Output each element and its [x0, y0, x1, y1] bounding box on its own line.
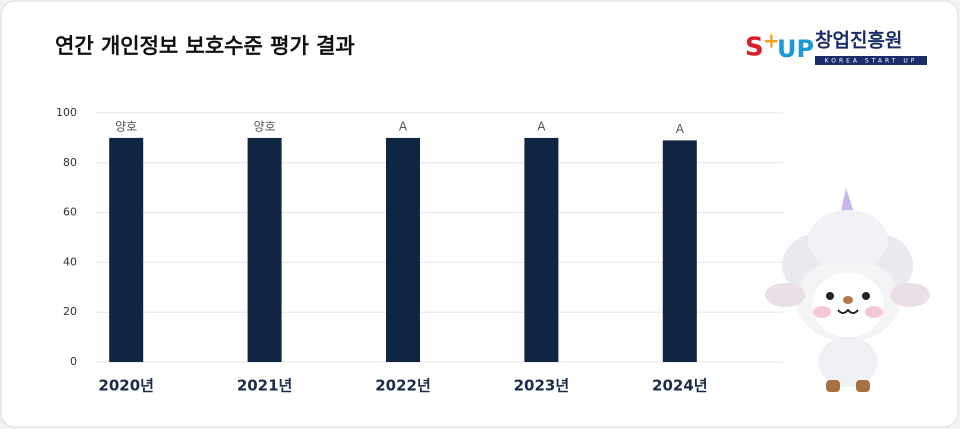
chart-title: 연간 개인정보 보호수준 평가 결과: [55, 34, 355, 58]
value-label: 양호: [115, 119, 137, 133]
x-tick-label: 2023년: [514, 377, 570, 395]
bar: [386, 137, 420, 362]
logo-tagline: KOREA START UP: [825, 58, 918, 65]
x-tick-label: 2020년: [98, 377, 154, 395]
y-tick-label: 40: [63, 255, 77, 268]
value-label: 양호: [254, 119, 276, 133]
logo-up: UP: [777, 35, 814, 63]
y-tick-label: 0: [70, 355, 77, 368]
bar: [109, 137, 144, 362]
logo-name: 창업진흥원: [815, 29, 902, 52]
bar: [247, 137, 282, 362]
logo: S + UP 창업진흥원 KOREA START UP: [745, 29, 927, 65]
x-tick-label: 2024년: [652, 377, 708, 395]
mascot: [765, 188, 930, 392]
value-label: A: [676, 122, 685, 136]
value-label: A: [537, 119, 546, 133]
logo-s: S: [745, 33, 764, 63]
value-label: A: [399, 119, 408, 133]
bar: [662, 140, 697, 362]
x-tick-label: 2021년: [237, 377, 293, 395]
y-tick-label: 100: [56, 106, 77, 119]
y-tick-label: 60: [63, 206, 77, 219]
bar: [524, 137, 559, 362]
logo-band: [815, 56, 927, 65]
logo-plus: +: [763, 29, 780, 53]
y-tick-label: 80: [63, 156, 77, 169]
x-tick-label: 2022년: [375, 377, 431, 395]
y-tick-label: 20: [63, 305, 77, 318]
